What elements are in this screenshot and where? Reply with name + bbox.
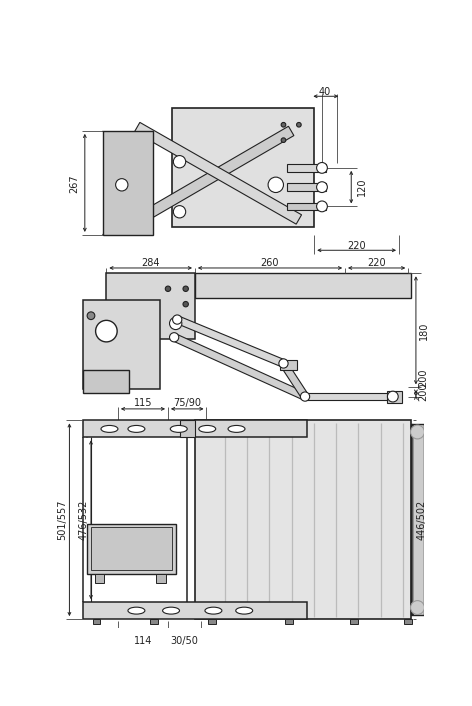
- Circle shape: [96, 321, 117, 342]
- Polygon shape: [173, 334, 307, 400]
- Bar: [285, 619, 293, 623]
- Circle shape: [388, 391, 398, 402]
- Text: 220: 220: [347, 241, 366, 251]
- Circle shape: [281, 138, 286, 143]
- Bar: [150, 619, 158, 623]
- Ellipse shape: [236, 607, 253, 614]
- Text: 115: 115: [134, 397, 152, 408]
- Circle shape: [173, 315, 182, 324]
- Polygon shape: [135, 122, 302, 224]
- Bar: [87, 524, 176, 574]
- Text: 501/557: 501/557: [57, 500, 67, 540]
- Text: 200: 200: [419, 383, 429, 401]
- Bar: [83, 300, 160, 389]
- Bar: [387, 391, 402, 402]
- Circle shape: [183, 301, 188, 307]
- Circle shape: [165, 286, 171, 292]
- Circle shape: [411, 425, 424, 439]
- Circle shape: [169, 317, 182, 330]
- Bar: [83, 602, 307, 619]
- Text: 30/50: 30/50: [170, 635, 198, 646]
- Bar: [195, 273, 411, 298]
- Text: 476/532: 476/532: [78, 500, 88, 540]
- Bar: [172, 108, 314, 227]
- Polygon shape: [123, 126, 294, 232]
- Circle shape: [317, 201, 328, 212]
- Bar: [83, 370, 129, 393]
- Text: 200: 200: [419, 368, 429, 387]
- Bar: [405, 619, 412, 623]
- Text: 284: 284: [141, 258, 160, 268]
- Bar: [95, 574, 104, 583]
- Text: 40: 40: [319, 88, 331, 97]
- Circle shape: [116, 179, 128, 191]
- Polygon shape: [287, 203, 326, 210]
- Bar: [83, 421, 307, 438]
- Bar: [195, 421, 411, 619]
- Text: 267: 267: [69, 174, 79, 193]
- Text: 75/90: 75/90: [173, 397, 201, 408]
- Text: 114: 114: [134, 635, 152, 646]
- Text: 220: 220: [367, 258, 386, 268]
- Bar: [91, 527, 172, 570]
- Ellipse shape: [101, 426, 118, 432]
- Text: 180: 180: [419, 321, 429, 340]
- Circle shape: [183, 286, 188, 292]
- Circle shape: [87, 312, 95, 320]
- Bar: [179, 421, 195, 438]
- Bar: [351, 619, 358, 623]
- Ellipse shape: [162, 607, 179, 614]
- Polygon shape: [287, 184, 326, 191]
- Bar: [411, 424, 424, 615]
- Circle shape: [169, 333, 179, 342]
- Circle shape: [173, 205, 185, 218]
- Ellipse shape: [170, 426, 187, 432]
- Circle shape: [300, 392, 310, 401]
- Polygon shape: [280, 361, 308, 399]
- Bar: [156, 574, 166, 583]
- Circle shape: [296, 122, 301, 127]
- Circle shape: [317, 162, 328, 173]
- Bar: [106, 273, 195, 339]
- Circle shape: [173, 155, 185, 168]
- Ellipse shape: [128, 426, 145, 432]
- Polygon shape: [176, 316, 285, 367]
- Ellipse shape: [128, 607, 145, 614]
- Circle shape: [279, 359, 288, 368]
- Bar: [93, 619, 100, 623]
- Ellipse shape: [199, 426, 216, 432]
- Circle shape: [317, 181, 328, 193]
- Bar: [102, 131, 152, 235]
- Ellipse shape: [228, 426, 245, 432]
- Polygon shape: [287, 164, 326, 172]
- Bar: [208, 619, 216, 623]
- Bar: [279, 360, 296, 370]
- Circle shape: [268, 177, 284, 193]
- Text: 260: 260: [261, 258, 279, 268]
- Polygon shape: [305, 393, 391, 400]
- Circle shape: [411, 601, 424, 614]
- Ellipse shape: [205, 607, 222, 614]
- Circle shape: [281, 122, 286, 127]
- Text: 120: 120: [357, 178, 367, 196]
- Text: 446/502: 446/502: [416, 500, 426, 540]
